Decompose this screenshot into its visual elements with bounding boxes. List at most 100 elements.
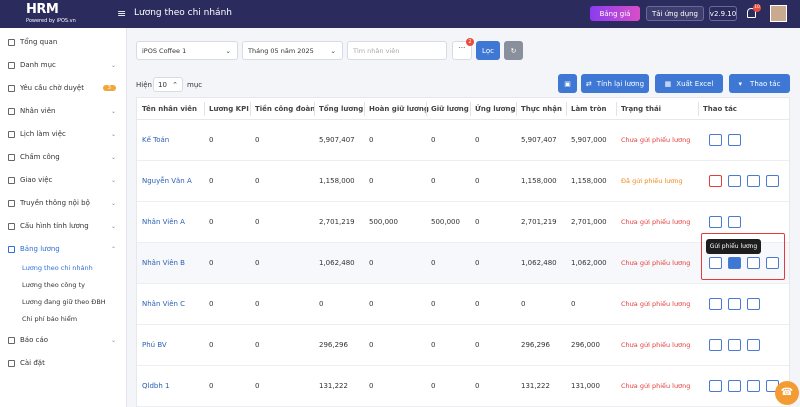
nav-subitem[interactable]: Chi phí bảo hiểm	[22, 315, 78, 323]
page-size-select[interactable]: 10 ⌃	[153, 77, 183, 92]
row-action[interactable]	[709, 216, 722, 228]
support-button[interactable]: ☎	[775, 381, 799, 405]
cell-value: 1,062,480	[319, 259, 355, 267]
cell-value: 0	[475, 218, 480, 226]
nav-icon	[8, 153, 15, 161]
cell-value: 0	[319, 300, 324, 308]
table-header	[137, 98, 789, 120]
sidebar: Tổng quan Danh mục ⌄ Yêu cầu chờ duyệt 3 Nhân…	[0, 28, 127, 407]
row-action[interactable]	[728, 134, 741, 146]
employee-name[interactable]: Nhân Viên A	[142, 218, 185, 226]
column-header: Ứng lương	[475, 105, 516, 113]
row-action[interactable]	[766, 257, 779, 269]
column-header: Tổng lương	[319, 105, 364, 113]
column-header: Tên nhân viên	[142, 105, 198, 113]
nav-subitem[interactable]: Lương theo chi nhánh	[22, 264, 93, 272]
nav-item[interactable]: Truyền thông nội bộ ⌄	[8, 199, 120, 207]
nav-chevron: ⌄	[110, 61, 116, 69]
row-action[interactable]	[747, 380, 760, 392]
cell-value: 0	[521, 300, 526, 308]
employee-name[interactable]: Phú BV	[142, 341, 167, 349]
cell-value: 0	[255, 382, 260, 390]
row-action[interactable]	[747, 339, 760, 351]
cell-value: 0	[475, 136, 480, 144]
cell-value: 500,000	[369, 218, 398, 226]
row-action[interactable]	[747, 175, 760, 187]
row-action[interactable]	[728, 339, 741, 351]
pricing-button[interactable]: Bảng giá	[590, 6, 640, 21]
more-filters[interactable]: ···	[452, 41, 472, 60]
row-action[interactable]	[747, 257, 760, 269]
cell-value: 0	[475, 382, 480, 390]
nav-subitem[interactable]: Lương theo công ty	[22, 281, 85, 289]
cell-value: 0	[255, 218, 260, 226]
row-action[interactable]	[709, 339, 722, 351]
avatar[interactable]	[770, 5, 787, 22]
row-action[interactable]	[709, 257, 722, 269]
recalc-button[interactable]: ⇄ Tính lại lương	[581, 74, 649, 93]
menu-toggle[interactable]: ≡	[117, 7, 127, 20]
branch-select[interactable]: iPOS Coffee 1 ⌄	[136, 41, 238, 60]
download-button[interactable]: Tải ứng dụng	[646, 6, 704, 21]
notification-badge: 10	[753, 4, 761, 12]
nav-chevron: ⌄	[110, 199, 116, 207]
employee-name[interactable]: Nguyễn Văn A	[142, 177, 192, 185]
search-input[interactable]: Tìm nhân viên	[347, 41, 447, 60]
filter-badge: 2	[466, 38, 474, 46]
cell-value: 0	[475, 259, 480, 267]
nav-subitem[interactable]: Lương đang giữ theo ĐBH	[22, 298, 106, 306]
cell-value: 0	[475, 177, 480, 185]
nav-item[interactable]: Chấm công ⌄	[8, 153, 120, 161]
cell-value: 296,296	[521, 341, 550, 349]
nav-icon	[8, 176, 15, 184]
employee-name[interactable]: Nhân Viên B	[142, 259, 185, 267]
column-divider	[314, 102, 315, 116]
cell-value: 131,222	[319, 382, 348, 390]
employee-name[interactable]: Nhân Viên C	[142, 300, 186, 308]
nav-item[interactable]: Giao việc ⌄	[8, 176, 120, 184]
nav-item[interactable]: Danh mục ⌄	[8, 61, 120, 69]
nav-item[interactable]: Yêu cầu chờ duyệt 3	[8, 84, 120, 92]
row-action[interactable]	[728, 380, 741, 392]
nav-item[interactable]: Cài đặt	[8, 359, 120, 367]
row-action[interactable]	[728, 298, 741, 310]
nav-icon	[8, 222, 15, 230]
month-select[interactable]: Tháng 05 năm 2025 ⌄	[242, 41, 343, 60]
row-action[interactable]	[709, 380, 722, 392]
row-action[interactable]	[728, 257, 741, 269]
nav-item[interactable]: Tổng quan	[8, 38, 120, 46]
reset-button[interactable]: ↻	[504, 41, 523, 60]
row-action[interactable]	[709, 134, 722, 146]
cell-value: 0	[255, 136, 260, 144]
nav-item[interactable]: Bảng lương ⌃	[8, 245, 120, 253]
column-header: Giữ lương	[431, 105, 469, 113]
icon-button[interactable]: ▣	[558, 74, 577, 93]
row-action[interactable]	[728, 216, 741, 228]
row-action[interactable]	[728, 175, 741, 187]
nav-item[interactable]: Báo cáo ⌄	[8, 336, 120, 344]
nav-chevron: ⌄	[110, 222, 116, 230]
actions-button[interactable]: ▾ Thao tác	[729, 74, 790, 93]
column-header: Tiền công đoàn	[255, 105, 316, 113]
nav-label: Truyền thông nội bộ	[20, 199, 90, 207]
employee-name[interactable]: Kế Toán	[142, 136, 170, 144]
nav-item[interactable]: Nhân viên ⌄	[8, 107, 120, 115]
logo-sub: Powered by iPOS.vn	[26, 18, 76, 24]
column-divider	[250, 102, 251, 116]
employee-name[interactable]: Qldbh 1	[142, 382, 170, 390]
nav-item[interactable]: Lịch làm việc ⌄	[8, 130, 120, 138]
row-action[interactable]	[709, 298, 722, 310]
column-divider	[204, 102, 205, 116]
row-action[interactable]	[709, 175, 722, 187]
column-divider	[426, 102, 427, 116]
filter-button[interactable]: Lọc	[476, 41, 500, 60]
cell-value: 2,701,219	[521, 218, 557, 226]
bell[interactable]	[747, 8, 756, 18]
row-action[interactable]	[747, 298, 760, 310]
export-button[interactable]: ▦ Xuất Excel	[655, 74, 723, 93]
logo: HRM	[26, 2, 59, 17]
version: v2.9.10	[709, 6, 737, 21]
row-action[interactable]	[766, 175, 779, 187]
page-size: 10	[158, 81, 167, 89]
nav-item[interactable]: Cấu hình tính lương ⌄	[8, 222, 120, 230]
